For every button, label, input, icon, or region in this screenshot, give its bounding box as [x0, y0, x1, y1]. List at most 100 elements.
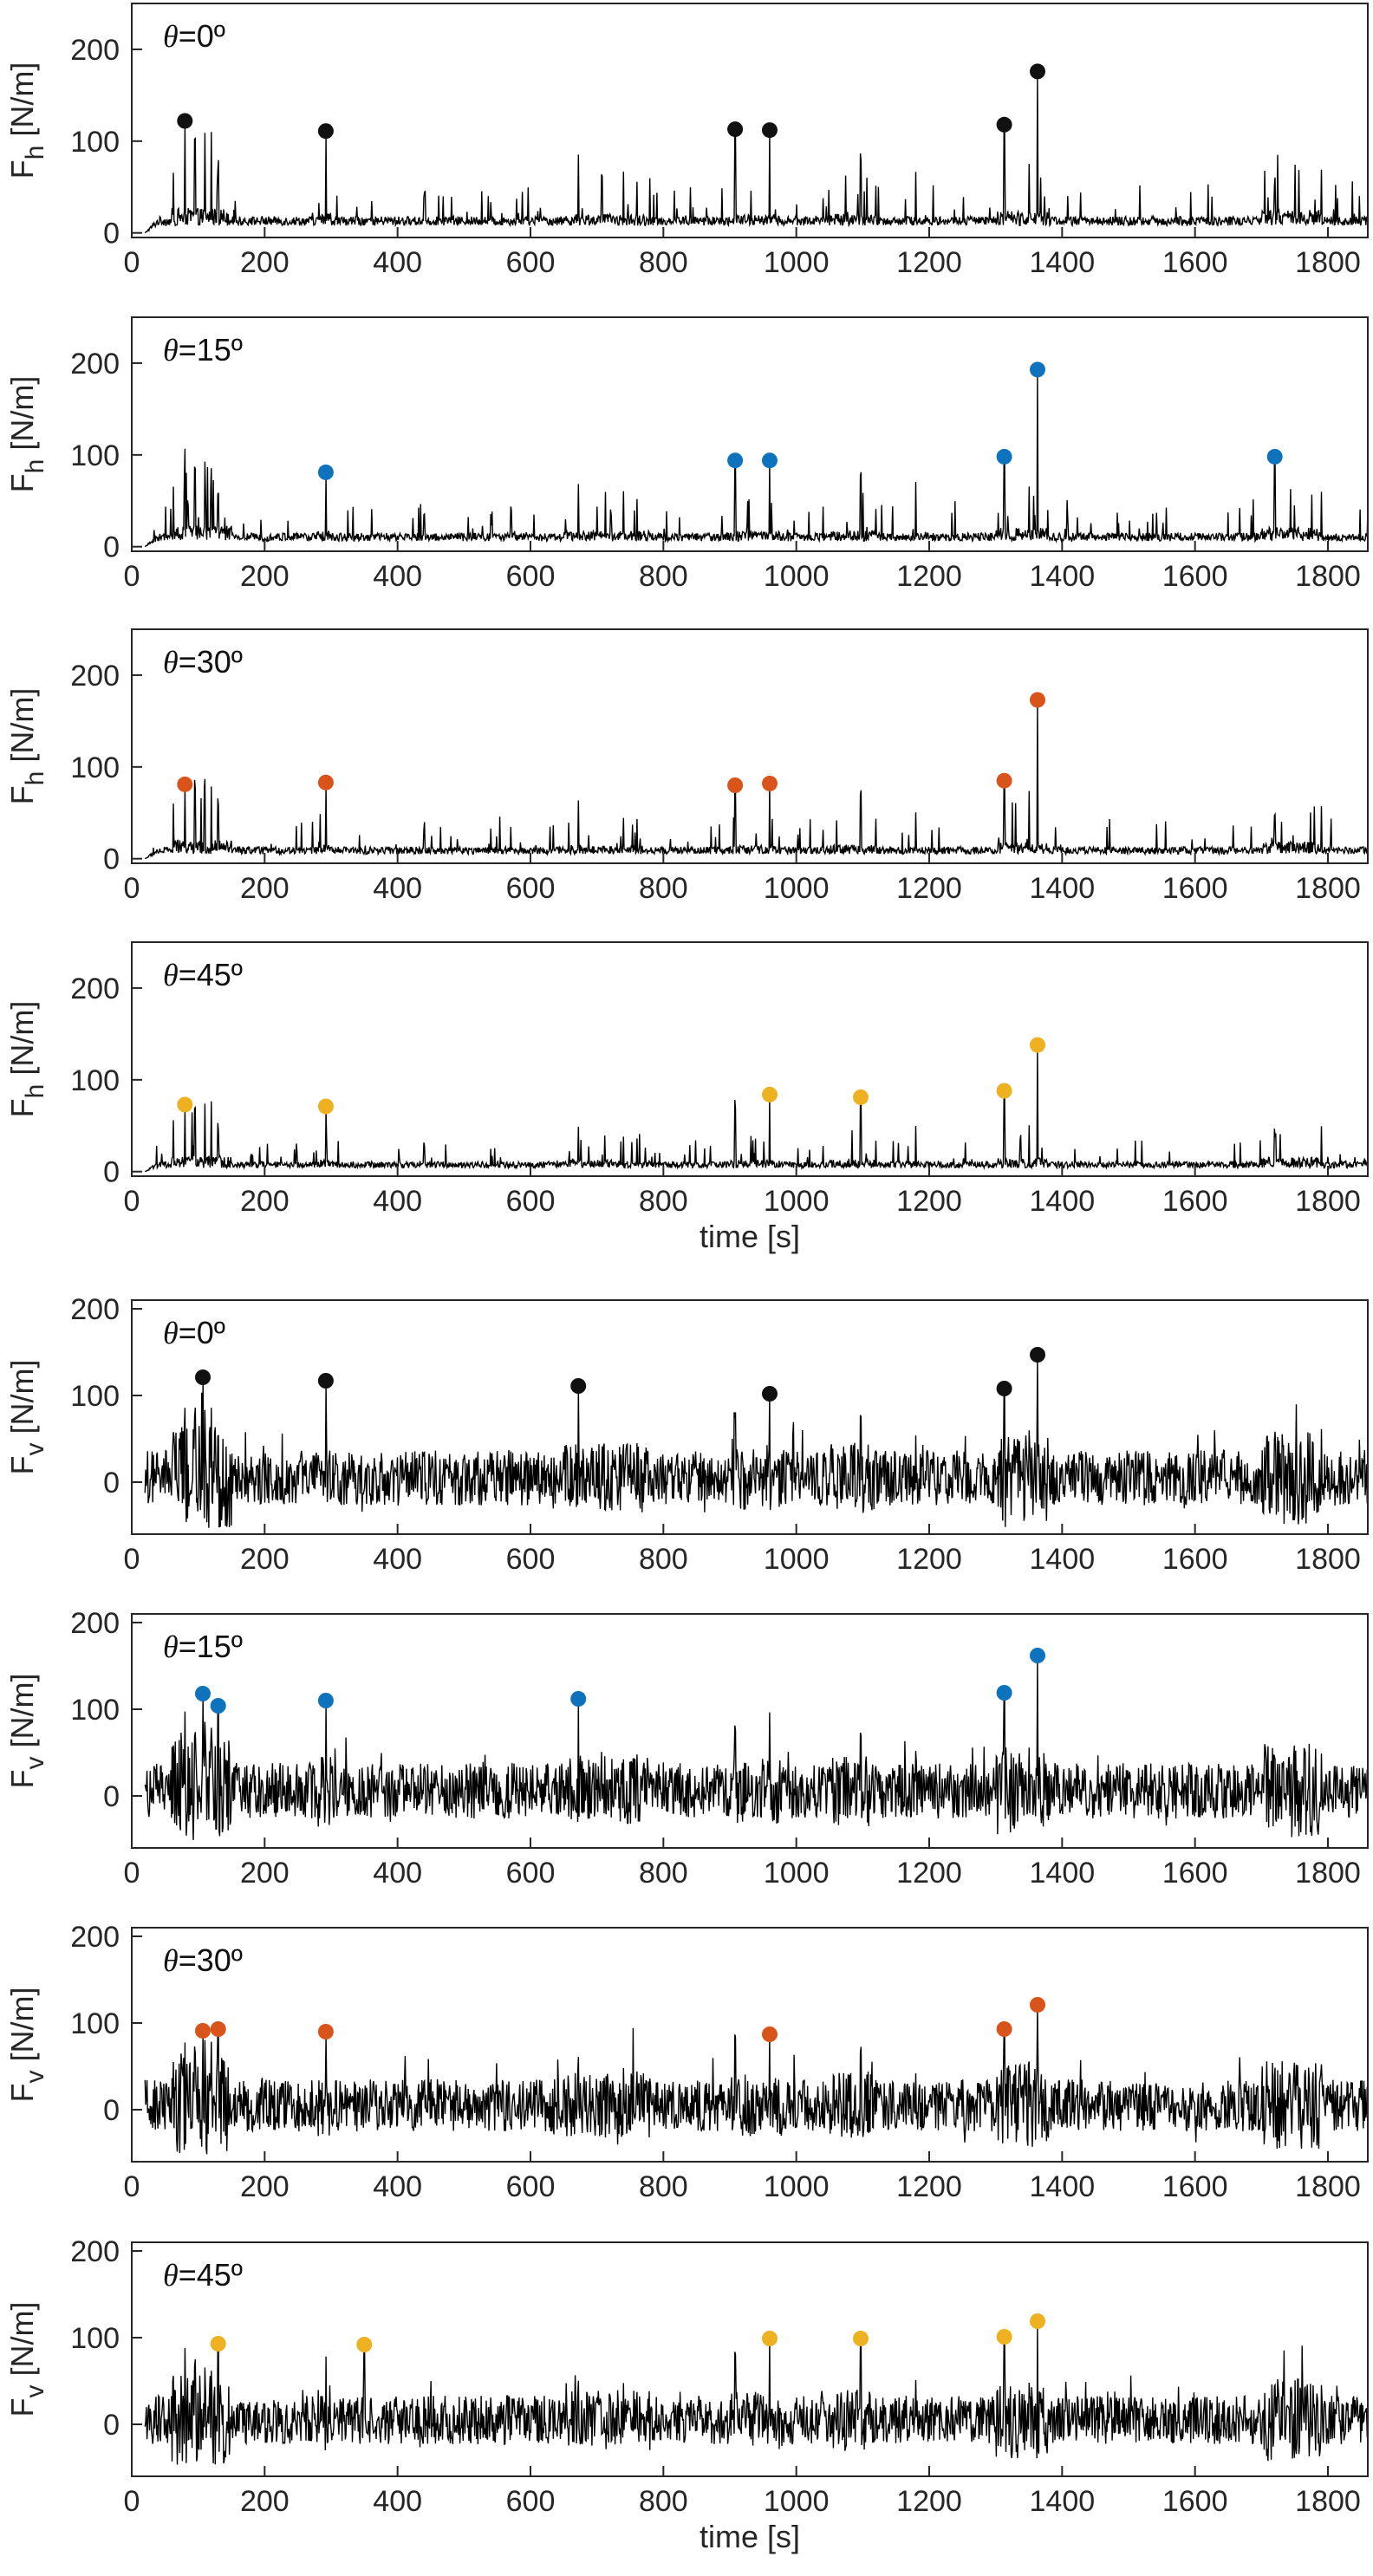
y-label-main: F — [4, 1770, 40, 1789]
series-line-fh-15 — [144, 373, 1368, 548]
peak-marker-fh-45-0 — [177, 1096, 193, 1113]
y-tick-label: 200 — [70, 1607, 120, 1640]
series-line-fv-15 — [144, 1658, 1368, 1840]
y-label-sub: h — [21, 459, 49, 474]
y-label-unit: [N/m] — [4, 1360, 40, 1443]
theta-symbol: θ — [163, 19, 179, 54]
y-axis-label-fh-0: Fh [N/m] — [4, 62, 49, 179]
theta-symbol: θ — [163, 333, 179, 368]
peak-marker-fh-0-5 — [1030, 63, 1045, 80]
theta-label-fh-30: θ=30º — [163, 644, 243, 680]
x-tick-label: 1200 — [896, 1857, 962, 1890]
theta-label-fh-15: θ=15º — [163, 332, 243, 368]
y-tick-label: 0 — [103, 2409, 120, 2442]
y-tick-label: 200 — [70, 1921, 120, 1954]
x-axis-label-fh-45: time [s] — [700, 1219, 800, 1254]
panel-fv-15: 0 200 400 600 800 1000 1200 1400 1600 1800 0 100 200… — [4, 1607, 1369, 1890]
y-axis-label-fh-30: Fh [N/m] — [4, 688, 49, 805]
x-tick-label: 1400 — [1030, 2170, 1096, 2203]
axes-box-fv-45 — [131, 2241, 1369, 2477]
axes-box-fv-15 — [131, 1613, 1369, 1849]
peak-marker-fh-0-2 — [727, 121, 744, 138]
x-tick-label: 200 — [240, 560, 290, 593]
x-tick-label: 800 — [639, 1857, 688, 1890]
peak-marker-fh-0-4 — [996, 116, 1012, 133]
x-tick-label: 600 — [506, 1185, 556, 1218]
theta-symbol: θ — [163, 958, 179, 992]
x-tick-label: 200 — [240, 1185, 290, 1218]
x-tick-label: 1200 — [896, 246, 962, 279]
theta-label-fh-45: θ=45º — [163, 957, 243, 992]
y-tick-label: 100 — [70, 126, 120, 159]
theta-symbol: θ — [163, 1630, 179, 1664]
series-line-fv-45 — [144, 2324, 1368, 2465]
y-label-unit: [N/m] — [4, 1001, 40, 1084]
y-label-sub: h — [21, 1084, 49, 1099]
theta-value: =30º — [179, 644, 243, 680]
x-tick-label: 1000 — [764, 560, 830, 593]
y-label-unit: [N/m] — [4, 688, 40, 771]
peak-marker-fv-45-5 — [1030, 2313, 1045, 2329]
x-tick-label: 800 — [639, 1185, 688, 1218]
x-tick-label: 1800 — [1295, 872, 1361, 905]
y-tick-label: 0 — [103, 1780, 120, 1813]
y-tick-label: 0 — [103, 1467, 120, 1499]
x-tick-label: 1600 — [1162, 1543, 1228, 1576]
x-tick-label: 1200 — [896, 2170, 962, 2203]
peak-marker-fv-15-0 — [195, 1686, 211, 1701]
peak-marker-fv-0-0 — [195, 1369, 211, 1385]
x-tick-label: 200 — [240, 872, 290, 905]
x-tick-label: 200 — [240, 1543, 290, 1576]
y-tick-label: 100 — [70, 751, 120, 784]
y-axis-label-fh-45: Fh [N/m] — [4, 1001, 49, 1118]
y-label-sub: h — [21, 771, 49, 786]
y-axis-label-fv-0: Fv [N/m] — [4, 1360, 49, 1475]
peak-marker-fh-45-2 — [762, 1086, 778, 1103]
panel-fv-0: 0 200 400 600 800 1000 1200 1400 1600 1800 0 100 200… — [4, 1293, 1369, 1576]
x-tick-label: 800 — [639, 560, 688, 593]
y-tick-label: 200 — [70, 34, 120, 67]
x-tick-label: 400 — [373, 1185, 422, 1218]
theta-value: =45º — [179, 957, 243, 992]
x-tick-label: 1400 — [1030, 1857, 1096, 1890]
axes-box-fv-0 — [131, 1299, 1369, 1535]
panel-fh-30: 0 200 400 600 800 1000 1200 1400 1600 1800 0 100 200… — [4, 628, 1369, 905]
series-line-fh-30 — [144, 703, 1368, 860]
y-tick-label: 0 — [103, 1156, 120, 1189]
y-tick-label: 0 — [103, 218, 120, 250]
y-tick-label: 0 — [103, 843, 120, 876]
y-label-sub: v — [21, 2385, 49, 2398]
x-tick-label: 400 — [373, 246, 422, 279]
peak-marker-fv-30-1 — [210, 2021, 226, 2037]
x-tick-label: 1800 — [1295, 1185, 1361, 1218]
peak-marker-fv-30-2 — [317, 2024, 334, 2039]
x-tick-label: 1600 — [1162, 2170, 1228, 2203]
y-label-sub: v — [21, 1443, 49, 1456]
peak-marker-fh-30-1 — [317, 774, 334, 790]
x-tick-label: 200 — [240, 246, 290, 279]
x-tick-label: 600 — [506, 1543, 556, 1576]
y-label-main: F — [4, 785, 40, 804]
x-tick-label: 0 — [124, 1857, 140, 1890]
theta-value: =0º — [179, 1315, 225, 1350]
x-tick-label: 600 — [506, 560, 556, 593]
y-tick-label: 100 — [70, 2007, 120, 2040]
x-tick-label: 400 — [373, 2170, 422, 2203]
y-tick-label: 100 — [70, 2322, 120, 2355]
y-tick-label: 100 — [70, 1694, 120, 1727]
y-axis-label-fh-15: Fh [N/m] — [4, 376, 49, 493]
y-label-sub: v — [21, 2071, 49, 2084]
peak-marker-fv-0-1 — [317, 1373, 334, 1389]
peak-marker-fv-45-0 — [210, 2336, 226, 2352]
y-tick-label: 0 — [103, 2094, 120, 2127]
y-label-main: F — [4, 2398, 40, 2417]
x-tick-label: 400 — [373, 2485, 422, 2518]
x-tick-label: 1000 — [764, 2170, 830, 2203]
peak-marker-fv-15-1 — [210, 1698, 226, 1714]
y-tick-label: 0 — [103, 531, 120, 564]
peak-marker-fh-0-1 — [317, 123, 334, 140]
y-label-unit: [N/m] — [4, 1987, 40, 2071]
peak-marker-fh-30-4 — [996, 772, 1012, 789]
theta-label-fv-15: θ=15º — [163, 1629, 243, 1664]
y-label-unit: [N/m] — [4, 2302, 40, 2385]
